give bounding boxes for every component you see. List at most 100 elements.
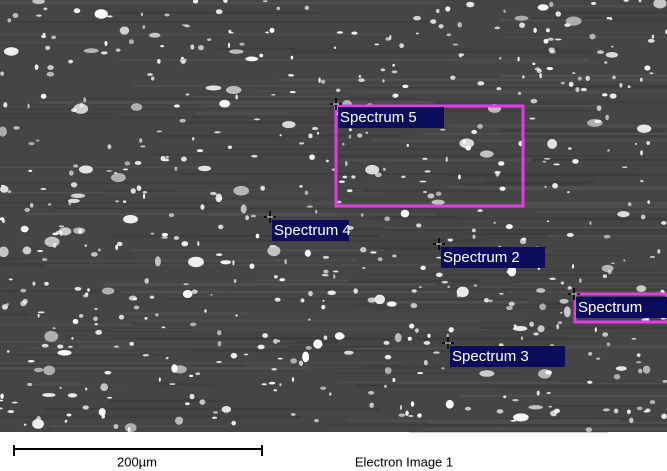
particle <box>91 252 98 257</box>
particle <box>192 137 194 141</box>
particle <box>198 166 211 171</box>
streak <box>257 279 350 281</box>
particle <box>450 76 455 80</box>
streak <box>219 149 497 150</box>
particle <box>107 15 113 17</box>
particle <box>47 65 53 70</box>
particle <box>229 49 243 54</box>
particle <box>529 118 535 120</box>
particle <box>216 253 222 256</box>
particle <box>629 417 633 423</box>
particle <box>496 87 501 90</box>
particle <box>537 391 540 396</box>
particle <box>273 339 278 344</box>
particle <box>198 45 204 50</box>
particle <box>30 203 33 208</box>
particle <box>115 245 118 251</box>
marker-label: Spectrum 3 <box>452 348 529 365</box>
particle <box>233 186 249 196</box>
particle <box>129 342 133 346</box>
particle <box>543 161 546 163</box>
particle <box>401 210 410 218</box>
particle <box>235 315 237 317</box>
particle <box>385 355 391 359</box>
streak <box>480 327 667 329</box>
particle <box>67 413 72 416</box>
particle <box>335 332 344 340</box>
particle <box>349 135 352 139</box>
particle <box>59 387 62 389</box>
particle <box>419 181 426 183</box>
particle <box>8 410 15 413</box>
streak <box>0 416 301 418</box>
particle <box>339 180 345 183</box>
particle <box>368 297 377 302</box>
particle <box>313 339 322 348</box>
streak <box>513 159 667 161</box>
particle <box>333 271 338 273</box>
particle <box>34 368 43 372</box>
particle <box>549 278 556 280</box>
particle <box>572 72 575 74</box>
particle <box>555 11 561 16</box>
particle <box>74 8 81 13</box>
particle <box>477 124 483 129</box>
particle <box>21 226 29 232</box>
particle <box>161 236 168 238</box>
particle <box>83 405 89 409</box>
particle <box>561 82 565 85</box>
particle <box>358 78 365 82</box>
particle <box>424 170 430 172</box>
particle <box>622 166 627 168</box>
particle <box>447 334 449 338</box>
particle <box>261 383 267 385</box>
particle <box>214 131 221 133</box>
particle <box>579 278 581 283</box>
streak <box>551 405 644 407</box>
particle <box>521 336 523 340</box>
particle <box>561 281 564 284</box>
particle <box>616 366 627 371</box>
particle <box>347 189 353 192</box>
particle <box>544 39 549 44</box>
streak <box>453 62 600 63</box>
particle <box>278 358 283 360</box>
particle <box>597 105 602 111</box>
particle <box>499 57 502 60</box>
streak <box>15 354 158 356</box>
particle <box>360 247 366 252</box>
particle <box>384 341 390 345</box>
particle <box>95 330 102 335</box>
particle <box>162 233 168 237</box>
particle <box>602 93 608 96</box>
particle <box>408 415 413 417</box>
particle <box>645 408 650 412</box>
particle <box>569 82 574 87</box>
particle <box>385 37 390 41</box>
particle <box>116 49 121 52</box>
particle <box>269 382 275 385</box>
particle <box>276 7 279 10</box>
particle <box>273 389 277 392</box>
particle <box>157 59 161 64</box>
particle <box>646 141 650 145</box>
particle <box>164 13 169 16</box>
particle <box>212 417 217 419</box>
particle <box>323 256 329 259</box>
particle <box>98 248 101 251</box>
particle <box>586 427 593 432</box>
streak <box>151 154 329 156</box>
particle <box>143 194 145 199</box>
particle <box>560 312 563 314</box>
streak <box>507 37 667 38</box>
particle <box>217 330 221 335</box>
particle <box>632 338 637 340</box>
particle <box>641 215 645 220</box>
particle <box>628 85 631 87</box>
particle <box>519 22 525 28</box>
particle <box>578 77 582 81</box>
streak <box>347 280 480 283</box>
streak <box>0 313 28 316</box>
particle <box>351 31 357 34</box>
particle <box>292 377 294 382</box>
